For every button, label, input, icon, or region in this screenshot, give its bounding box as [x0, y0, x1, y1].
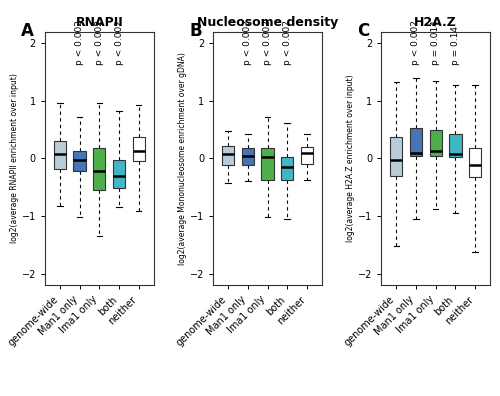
Text: p < 0.002: p < 0.002	[114, 20, 124, 65]
Text: p < 0.002: p < 0.002	[95, 20, 104, 65]
Text: B: B	[190, 21, 202, 40]
Bar	[469, 148, 482, 177]
Text: p < 0.002: p < 0.002	[75, 20, 84, 65]
Title: H2A.Z: H2A.Z	[414, 16, 457, 29]
Bar	[132, 137, 145, 161]
Bar	[301, 147, 313, 164]
Text: p < 0.002: p < 0.002	[412, 20, 420, 65]
Bar	[430, 129, 442, 156]
Text: A: A	[21, 21, 34, 40]
Bar	[222, 146, 234, 165]
Text: p < 0.002: p < 0.002	[263, 20, 272, 65]
Bar	[54, 141, 66, 169]
Bar	[262, 148, 274, 180]
Title: Nucleosome density: Nucleosome density	[197, 16, 338, 29]
Text: p = 0.14: p = 0.14	[451, 26, 460, 65]
Bar	[281, 157, 293, 180]
Bar	[74, 151, 86, 171]
Y-axis label: log2(average RNAPII enrichment over input): log2(average RNAPII enrichment over inpu…	[10, 74, 19, 243]
Bar	[450, 134, 462, 157]
Text: p < 0.002: p < 0.002	[282, 20, 292, 65]
Text: C: C	[358, 21, 370, 40]
Y-axis label: log2(average Mononucleosome enrichment over gDNA): log2(average Mononucleosome enrichment o…	[178, 52, 187, 265]
Bar	[410, 128, 422, 156]
Y-axis label: log2(average H2A.Z enrichment over input): log2(average H2A.Z enrichment over input…	[346, 74, 356, 242]
Bar	[113, 160, 125, 188]
Bar	[390, 137, 402, 176]
Text: p < 0.002: p < 0.002	[244, 20, 252, 65]
Bar	[93, 148, 106, 190]
Title: RNAPII: RNAPII	[76, 16, 123, 29]
Text: p = 0.014: p = 0.014	[431, 20, 440, 65]
Bar	[242, 148, 254, 165]
